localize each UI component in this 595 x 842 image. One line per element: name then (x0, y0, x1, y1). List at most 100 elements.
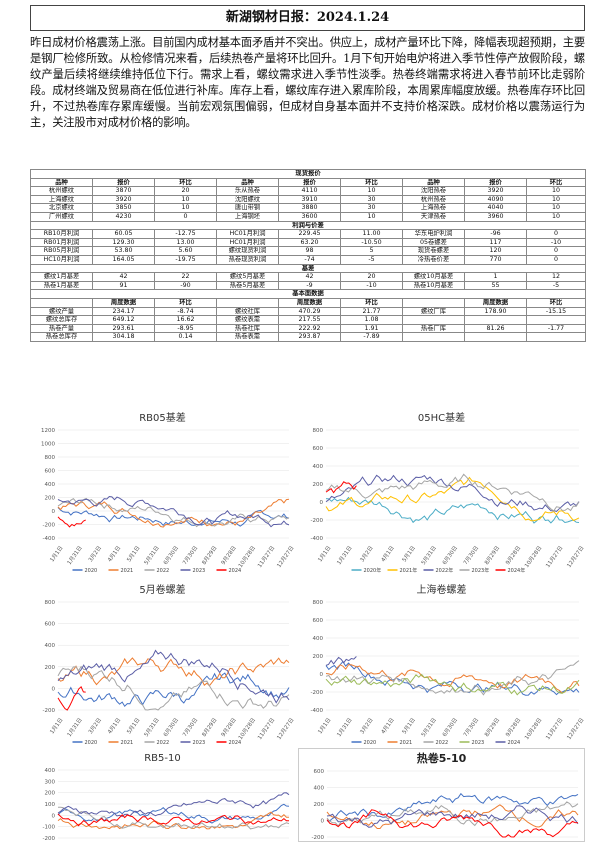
table-cell: 4090 (464, 194, 527, 205)
chart-rb05-basis: RB05基差 1200 1000 800 600 400 200 0 -200 -400 1月1日 1… (30, 408, 295, 576)
table-cell: 3870 (92, 186, 155, 196)
y-tick-label: 1200 (41, 428, 55, 434)
chart-05hc-basis: 05HC基差 800 600 400 200 0 -200 -400 1月1日 1月31日 3月2日… (298, 408, 585, 576)
table-cell: 3920 (464, 186, 527, 196)
x-tick-label: 10月28日 (523, 545, 543, 569)
svg-text:2021: 2021 (121, 568, 134, 574)
table-cell: 42 (278, 272, 341, 282)
table-cell: 热卷总库存 (30, 332, 93, 342)
table-cell (525, 315, 587, 325)
y-tick-label: 200 (45, 791, 56, 797)
legend-item: 2021年 (387, 567, 417, 574)
table-cell: 60.05 (92, 229, 155, 239)
y-tick-label: 0 (52, 686, 56, 692)
table-row: 北京螺纹 3850 10 唐山带钢 3880 30 上海热卷 4040 10 (30, 203, 587, 213)
table-cell: 10 (154, 194, 217, 205)
table-cell (402, 315, 465, 325)
y-tick-label: 400 (45, 768, 56, 774)
table-cell: 293.61 (92, 323, 155, 334)
table-cell: 上海钢坯 (216, 211, 279, 222)
table-cell: 环比 (154, 297, 217, 308)
x-tick-label: 5月31日 (420, 545, 438, 567)
table-cell: RB01月利润 (30, 237, 93, 248)
series-line (325, 473, 580, 512)
table-cell: 164.05 (92, 254, 155, 265)
chart-hc5-10: 热卷5-10 600 400 200 0 -200 (298, 748, 585, 842)
legend-item: 2023年 (459, 567, 490, 574)
table-cell (30, 297, 93, 308)
table-cell: 环比 (340, 297, 403, 308)
y-tick-label: 800 (313, 600, 324, 606)
table-cell: 乐从热卷 (216, 186, 279, 196)
legend-item: 2023 (180, 568, 205, 574)
table-cell: -12.75 (154, 229, 217, 239)
section-fundamentals: 基本面数据 (29, 289, 587, 299)
table-cell: RB10月利润 (30, 229, 93, 239)
svg-text:2022年: 2022年 (436, 567, 454, 574)
chart-title: RB5-10 (144, 753, 181, 764)
table-cell: 螺纹5月基差 (216, 272, 279, 282)
report-page: 新湖钢材日报：2024.1.24 昨日成材价格震荡上涨。目前国内成材基本面矛盾并… (29, 5, 587, 342)
x-tick-label: 5月1日 (401, 717, 417, 736)
table-cell: 热卷5月基差 (216, 280, 279, 291)
x-tick-label: 10月28日 (237, 717, 257, 741)
table-cell: 0 (525, 254, 587, 265)
table-cell: 品种 (402, 177, 465, 188)
table-cell: 3920 (92, 194, 155, 205)
y-tick-label: 400 (45, 482, 56, 488)
table-cell: 螺纹总库存 (30, 315, 93, 325)
chart-shanghai-coil-rebar-spread: 上海卷螺差 800 600 400 200 0 -200 -400 1月1日 1月31日 3月2日 4… (298, 580, 585, 748)
series-line (325, 474, 580, 512)
table-cell: 天津热卷 (402, 211, 465, 222)
table-cell: -90 (154, 280, 217, 291)
table-cell: 环比 (525, 177, 587, 188)
table-cell: -9 (278, 280, 341, 291)
y-tick-label: 200 (313, 482, 324, 488)
table-cell: 沈阳螺纹 (216, 194, 279, 205)
y-tick-label: 200 (314, 802, 325, 808)
y-tick-label: -400 (311, 536, 324, 542)
table-cell: 周度数据 (464, 297, 527, 308)
section-profit-spread: 利润与价差 (29, 220, 587, 231)
x-tick-label: 1月1日 (48, 545, 64, 564)
legend-item: 2021 (387, 740, 412, 746)
chart-title: 热卷5-10 (417, 751, 467, 765)
table-cell: 10 (525, 194, 587, 205)
x-tick-label: 3月2日 (359, 717, 375, 736)
table-cell: 周度数据 (92, 297, 155, 308)
x-tick-label: 4月1日 (380, 717, 396, 736)
table-cell: HC10月利润 (30, 254, 93, 265)
section-spot-prices: 现货报价 (29, 169, 587, 179)
svg-text:2023: 2023 (472, 740, 485, 746)
y-tick-label: 600 (313, 446, 324, 452)
table-cell: 4040 (464, 203, 527, 213)
table-cell: -96 (464, 229, 527, 239)
table-cell: 周度数据 (278, 297, 341, 308)
y-tick-label: 800 (45, 600, 56, 606)
table-cell: 螺纹厂库 (402, 306, 465, 317)
x-tick-label: 10月28日 (237, 545, 257, 569)
series-line (57, 803, 290, 824)
x-tick-label: 3月2日 (87, 545, 103, 564)
y-tick-label: 200 (313, 654, 324, 660)
table-cell: -5 (525, 280, 587, 291)
x-tick-label: 5月31日 (143, 545, 161, 567)
table-cell: 10 (525, 211, 587, 222)
table-cell: 649.12 (92, 315, 155, 325)
series-line (57, 792, 290, 818)
series-line (325, 496, 580, 524)
table-cell: 470.29 (278, 306, 341, 317)
series-line (325, 664, 580, 694)
table-cell: 0.14 (154, 332, 217, 342)
svg-text:2023年: 2023年 (472, 567, 490, 574)
table-cell: 234.17 (92, 306, 155, 317)
series-line (325, 673, 580, 696)
table-cell: 91 (92, 280, 155, 291)
table-cell: 螺纹产量 (30, 306, 93, 317)
series-line (57, 813, 289, 827)
table-cell: 16.62 (154, 315, 217, 325)
x-tick-label: 1月31日 (66, 545, 84, 567)
x-tick-label: 12月27日 (275, 717, 295, 741)
table-cell: 10 (340, 211, 403, 222)
x-tick-label: 7月30日 (181, 545, 199, 567)
